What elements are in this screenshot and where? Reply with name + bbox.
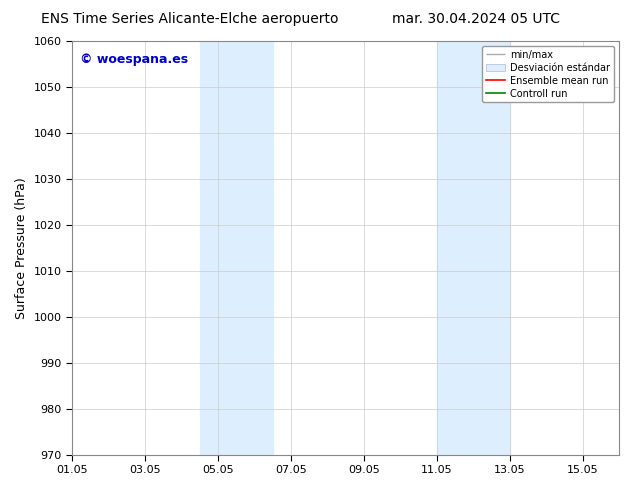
Y-axis label: Surface Pressure (hPa): Surface Pressure (hPa) bbox=[15, 177, 28, 318]
Text: ENS Time Series Alicante-Elche aeropuerto: ENS Time Series Alicante-Elche aeropuert… bbox=[41, 12, 339, 26]
Text: mar. 30.04.2024 05 UTC: mar. 30.04.2024 05 UTC bbox=[392, 12, 559, 26]
Bar bbox=[437, 41, 510, 455]
Text: © woespana.es: © woespana.es bbox=[81, 53, 188, 67]
Bar bbox=[200, 41, 273, 455]
Legend: min/max, Desviación estándar, Ensemble mean run, Controll run: min/max, Desviación estándar, Ensemble m… bbox=[482, 46, 614, 102]
